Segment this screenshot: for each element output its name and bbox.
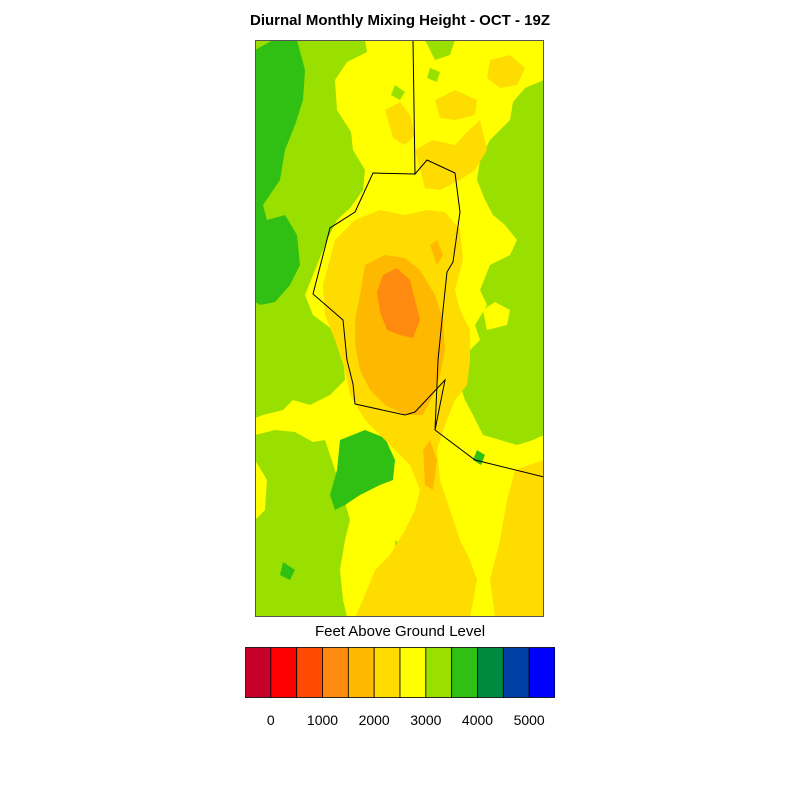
colorbar-swatch [245,647,272,698]
colorbar-swatch [296,647,323,698]
colorbar-swatch [347,647,375,698]
orange-contour [377,268,420,338]
colorbar-tick-label: 4000 [461,712,494,728]
colorbar-swatch [425,647,453,698]
mixing-height-map [255,40,544,617]
colorbar-tick-label: 3000 [410,712,442,728]
colorbar-swatch [502,647,530,698]
light-green-contours [255,40,544,617]
colorbar-label: Feet Above Ground Level [314,623,486,640]
dark-green-contours [255,40,485,580]
colorbar-tick-label: 5000 [513,712,545,728]
colorbar-tick-label: 0 [266,712,275,728]
colorbar-tick-label: 1000 [306,712,339,728]
colorbar-swatch [477,647,504,698]
map-title: Diurnal Monthly Mixing Height - OCT - 19… [250,12,550,29]
colorbar-swatch [451,647,478,698]
boundary-lines [312,40,544,478]
colorbar-swatch [399,647,427,698]
colorbar-swatch [322,647,349,698]
colorbar-swatch [270,647,298,698]
colorbar [245,647,555,698]
colorbar-ticks: 0 1000 2000 3000 4000 5000 [0,712,800,732]
map-frame [255,40,544,617]
colorbar-swatch [373,647,401,698]
colorbar-tick-label: 2000 [358,712,390,728]
colorbar-swatch [528,647,555,698]
